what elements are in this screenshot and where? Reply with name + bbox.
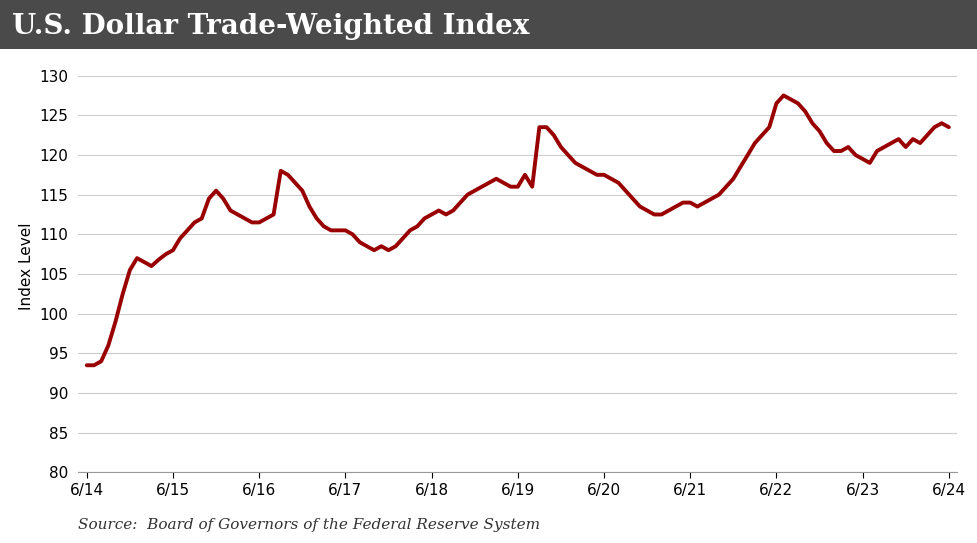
Text: Source:  Board of Governors of the Federal Reserve System: Source: Board of Governors of the Federa… [78,518,540,532]
Text: U.S. Dollar Trade-Weighted Index: U.S. Dollar Trade-Weighted Index [12,14,530,40]
Y-axis label: Index Level: Index Level [19,222,34,310]
